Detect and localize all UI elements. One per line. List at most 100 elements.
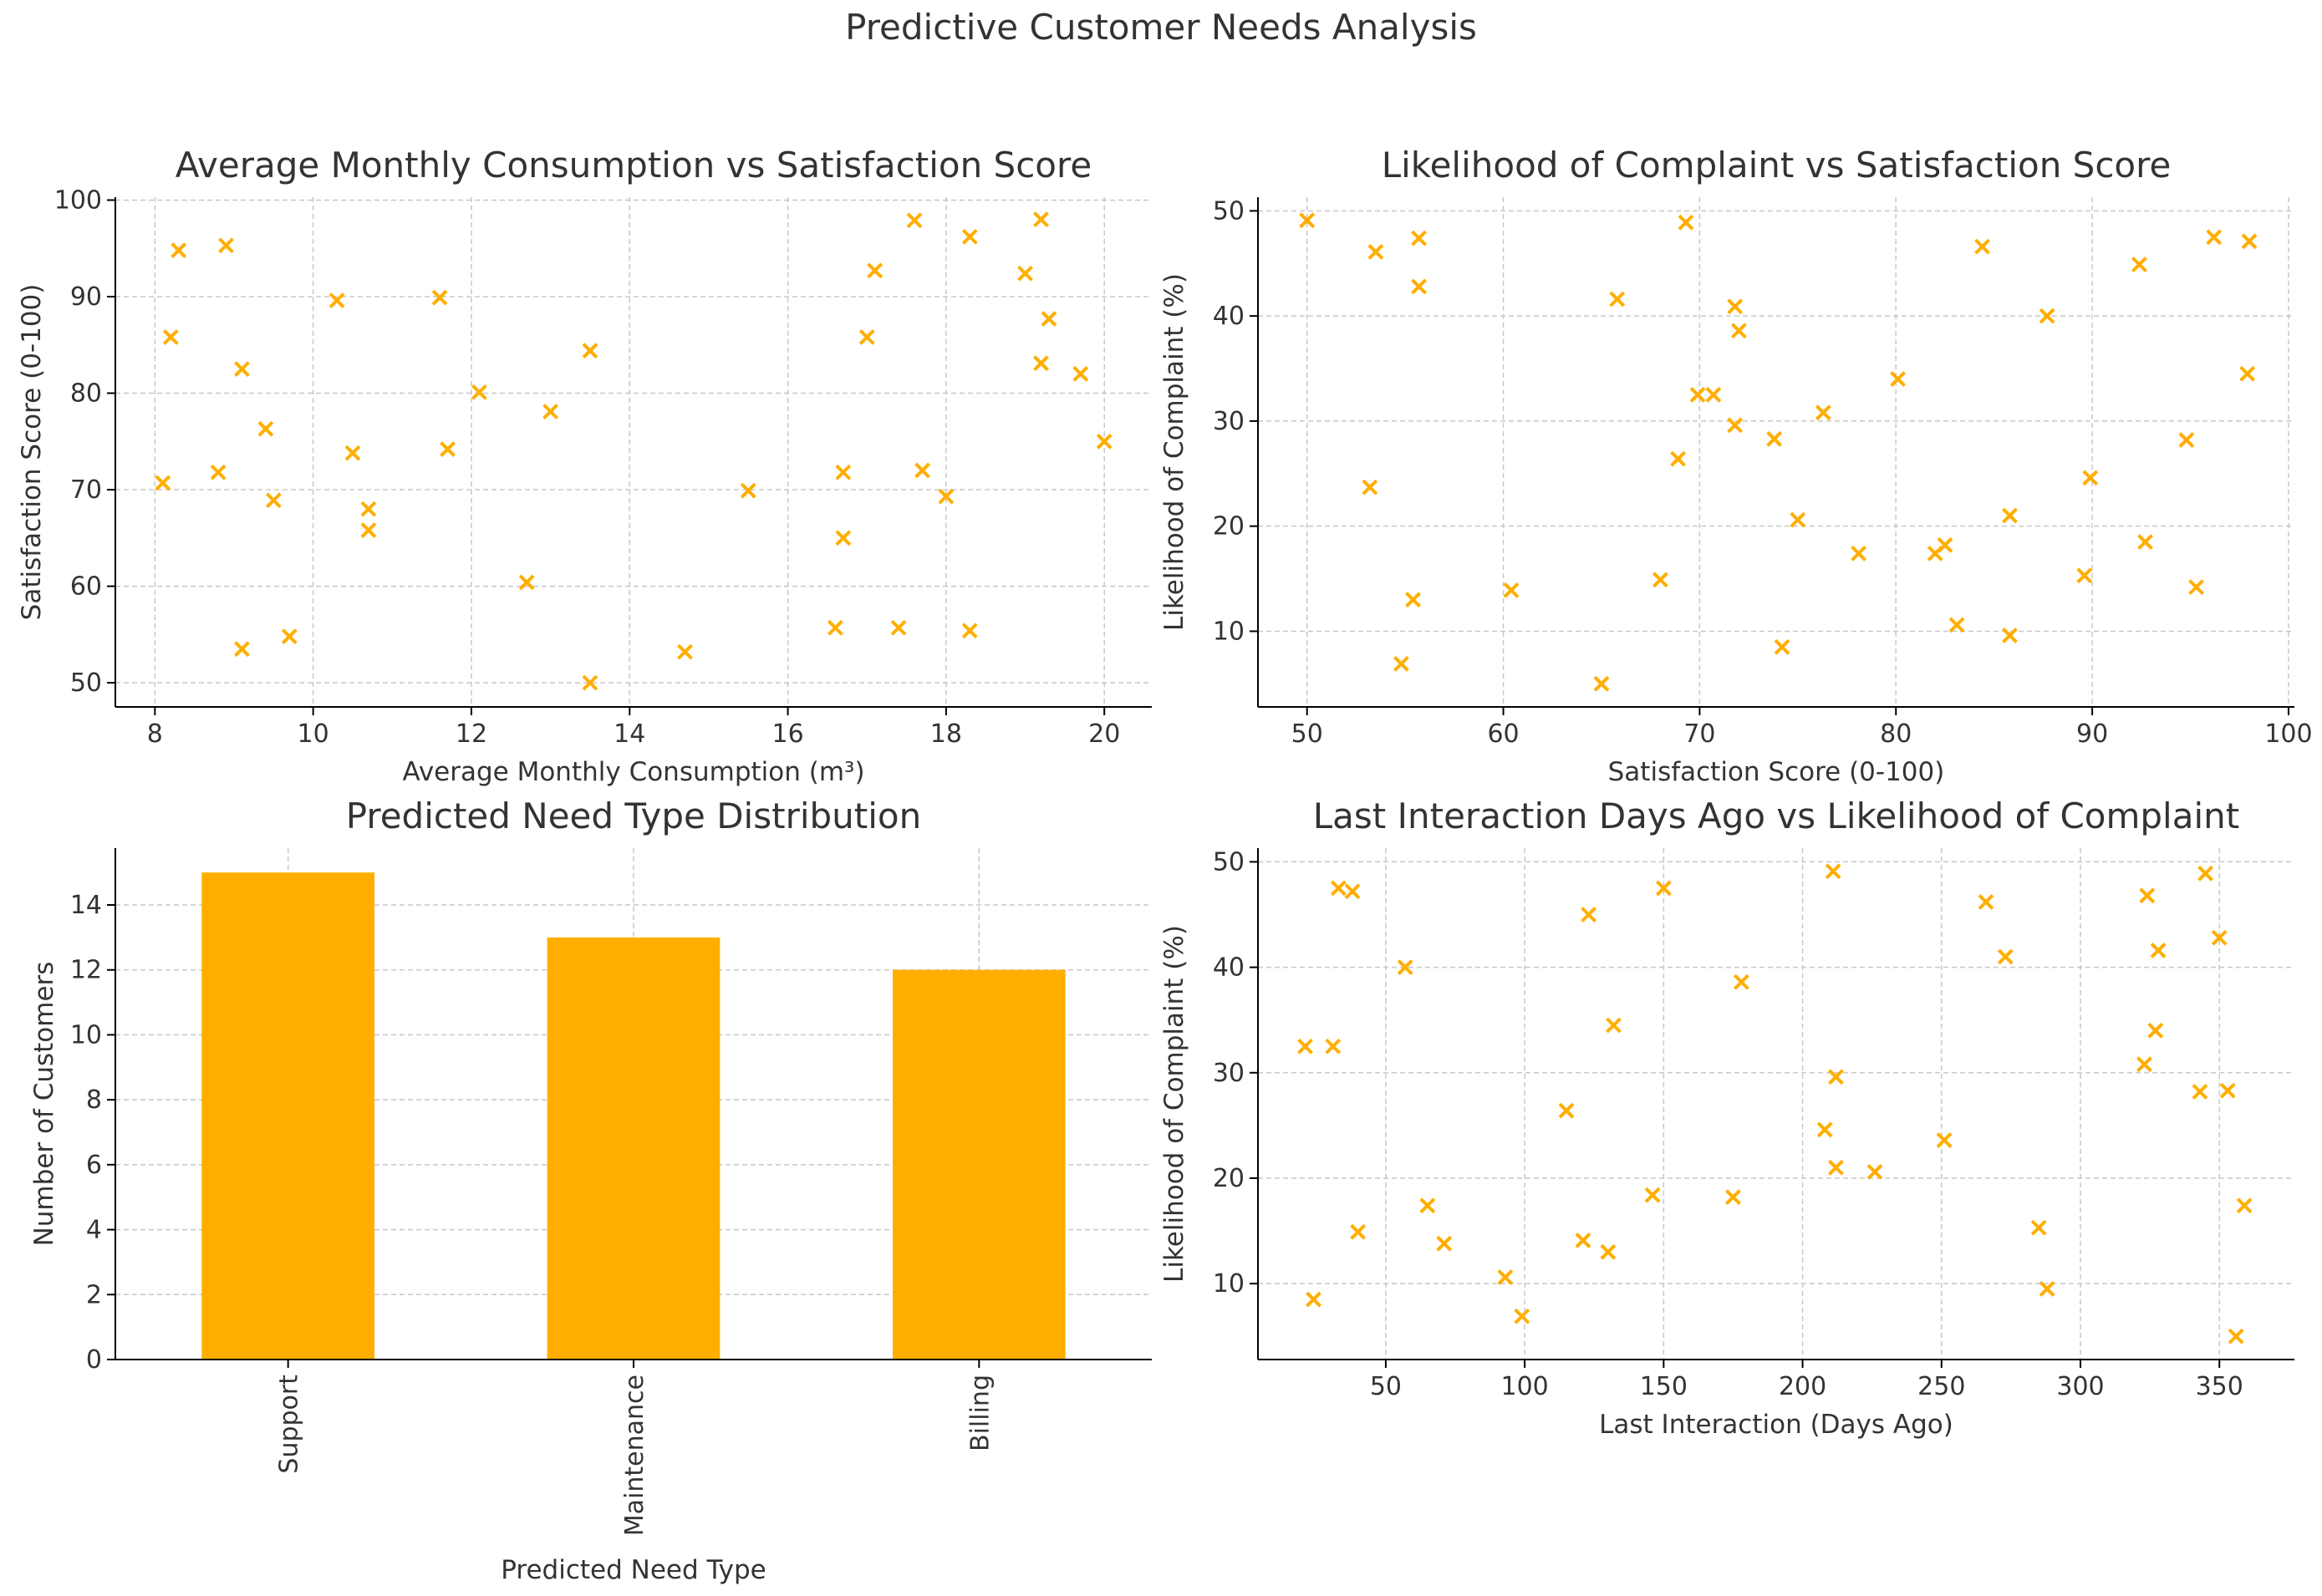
data-point xyxy=(2076,567,2093,584)
data-point xyxy=(2239,365,2256,382)
y-axis-label: Likelihood of Complaint (%) xyxy=(1159,925,1189,1283)
data-point xyxy=(582,674,598,691)
y-tick-label: 10 xyxy=(1213,1269,1245,1299)
data-point xyxy=(1606,1017,1622,1034)
data-point xyxy=(1033,211,1049,227)
x-tick-label: 60 xyxy=(1487,719,1519,749)
data-point xyxy=(210,464,227,480)
x-tick-label: 20 xyxy=(1088,719,1120,749)
y-tick-label: 70 xyxy=(70,475,102,505)
data-point xyxy=(218,237,234,254)
data-point xyxy=(1936,1132,1953,1148)
data-point xyxy=(281,628,298,645)
x-tick-label: 50 xyxy=(1291,719,1323,749)
data-point xyxy=(2137,534,2153,550)
y-tick-label: 50 xyxy=(70,668,102,698)
x-tick-label: 300 xyxy=(2056,1372,2104,1401)
y-tick-label: 40 xyxy=(1213,302,1245,331)
data-point xyxy=(1689,387,1706,403)
y-tick-label: 0 xyxy=(86,1345,102,1375)
data-point xyxy=(2236,1197,2253,1214)
y-axis-label: Satisfaction Score (0-100) xyxy=(17,284,47,621)
data-point xyxy=(234,641,250,658)
data-point xyxy=(1330,880,1347,897)
data-point xyxy=(2228,1328,2244,1344)
data-point xyxy=(1325,1038,1342,1055)
scatter-panel-consumption-vs-satisfaction: 8 10 12 14 16 18 20 50 60 70 80 90 100 Average Monthl… xyxy=(17,145,1152,787)
data-point xyxy=(1017,265,1033,282)
data-point xyxy=(1774,638,1790,655)
gridlines xyxy=(1258,848,2294,1360)
data-point xyxy=(1828,1159,1844,1176)
y-tick-label: 40 xyxy=(1213,953,1245,983)
x-tick-label: 80 xyxy=(1880,719,1912,749)
x-tick-label: 70 xyxy=(1683,719,1715,749)
data-point xyxy=(1419,1197,1436,1214)
data-point xyxy=(344,445,361,461)
data-point xyxy=(234,361,250,378)
data-point xyxy=(257,420,274,437)
data-point xyxy=(2219,1082,2236,1099)
figure-title: Predictive Customer Needs Analysis xyxy=(845,7,1477,48)
data-point xyxy=(1866,1163,1883,1180)
data-points xyxy=(155,211,1113,691)
data-point xyxy=(360,501,377,517)
data-point xyxy=(1350,1223,1367,1240)
data-point xyxy=(2178,432,2195,448)
data-point xyxy=(1096,433,1113,450)
x-tick-label: Maintenance xyxy=(620,1375,649,1536)
x-tick-label: 350 xyxy=(2196,1372,2243,1401)
data-point xyxy=(1558,1102,1575,1119)
scatter-panel-days-vs-complaint: 50 100 150 200 250 300 350 10 20 30 40 50 Last Inter… xyxy=(1159,795,2294,1440)
data-point xyxy=(1816,1121,1833,1138)
data-point xyxy=(1514,1308,1530,1324)
data-point xyxy=(1705,387,1722,403)
y-tick-label: 20 xyxy=(1213,512,1245,541)
x-axis-label: Satisfaction Score (0-100) xyxy=(1608,757,1945,787)
data-points xyxy=(1299,212,2258,692)
data-point xyxy=(1436,1235,1453,1252)
x-tick-label: 100 xyxy=(2264,719,2312,749)
data-point xyxy=(1727,298,1744,315)
data-point xyxy=(2197,865,2214,882)
data-point xyxy=(961,623,978,639)
data-point xyxy=(938,488,955,505)
data-point xyxy=(1890,371,1907,388)
data-point xyxy=(471,384,487,400)
data-point xyxy=(1997,948,2014,965)
data-point xyxy=(328,292,345,309)
y-tick-label: 10 xyxy=(70,1020,102,1050)
x-tick-label: 150 xyxy=(1640,1372,1688,1401)
data-point xyxy=(2039,1281,2055,1297)
y-tick-label: 4 xyxy=(86,1216,102,1245)
data-point xyxy=(827,619,843,636)
data-point xyxy=(162,329,179,345)
data-point xyxy=(2030,1219,2047,1236)
data-point xyxy=(2002,507,2018,524)
scatter-panel-complaint-vs-satisfaction: 50 60 70 80 90 100 10 20 30 40 50 Likelihood of Com… xyxy=(1159,145,2313,787)
data-point xyxy=(1405,592,1421,608)
x-tick-label: 200 xyxy=(1779,1372,1826,1401)
data-point xyxy=(1609,291,1626,308)
data-point xyxy=(1828,1069,1844,1085)
y-tick-label: 10 xyxy=(1213,617,1245,646)
data-point xyxy=(1306,1291,1321,1308)
chart-title: Last Interaction Days Ago vs Likelihood … xyxy=(1313,795,2239,836)
data-point xyxy=(2150,942,2167,958)
data-point xyxy=(1851,545,1867,562)
data-point xyxy=(2136,1056,2152,1073)
y-tick-label: 100 xyxy=(54,186,102,215)
y-tick-label: 2 xyxy=(86,1280,102,1309)
bar xyxy=(201,872,374,1360)
data-point xyxy=(265,492,282,509)
data-point xyxy=(2082,470,2099,486)
y-tick-label: 60 xyxy=(70,572,102,602)
data-point xyxy=(1678,214,1694,231)
chart-title: Average Monthly Consumption vs Satisfact… xyxy=(176,145,1092,186)
data-point xyxy=(740,482,756,499)
data-point xyxy=(2002,628,2018,643)
x-tick-label: 50 xyxy=(1370,1372,1402,1401)
data-point xyxy=(961,228,978,245)
data-point xyxy=(835,464,852,480)
